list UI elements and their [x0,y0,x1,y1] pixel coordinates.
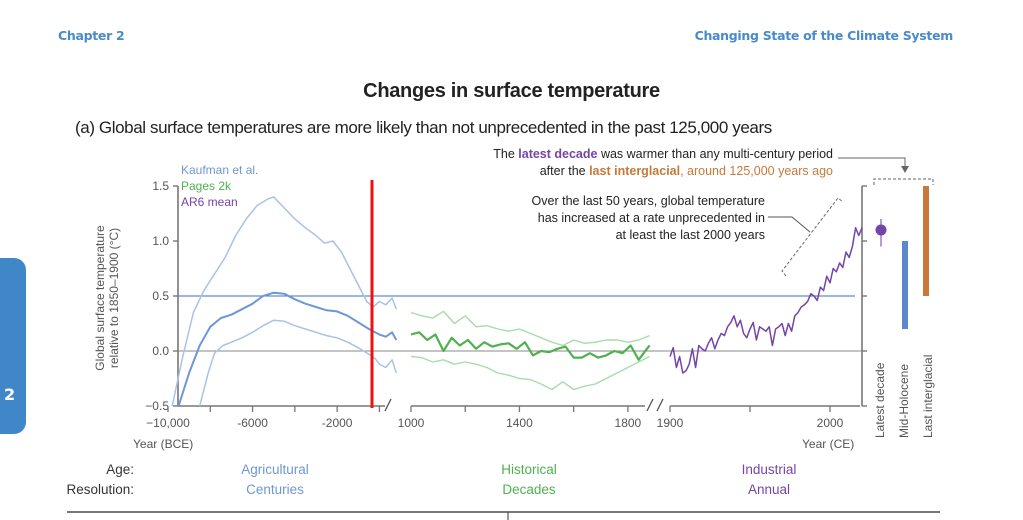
x-axis-label-ce: Year (CE) [802,437,854,451]
pages2k-median-line [410,331,651,361]
annotation-latest-decade-line1: The latest decade was warmer than any mu… [493,147,833,161]
legend-item: Kaufman et al. [181,163,258,177]
figure-title: Changes in surface temperature [363,80,660,102]
annotation-rate-line: Over the last 50 years, global temperatu… [532,194,766,208]
annotation-rate-line: at least the last 2000 years [616,228,765,242]
legend-item: AR6 mean [181,195,238,209]
axes-group: 1.5 1.0 0.5 0.0 −0.5 Global surface temperatu… [93,179,867,451]
rate-dashed-bracket [781,197,844,277]
x-tick-label: -6000 [237,416,268,430]
legend-item: Pages 2k [181,179,232,193]
mid-holocene-bar [902,241,908,329]
y-axis-label-line1: Global surface temperature [93,225,107,371]
annotation-span: last interglacial [589,164,680,178]
footer-resolution-value: Decades [502,482,556,497]
pages2k-upper-line [410,310,650,347]
last-interglacial-label: Last interglacial [921,355,935,438]
y-tick-label: 1.0 [152,234,169,248]
kaufman-upper-line [171,196,398,407]
pages2k-lower-line [410,355,650,391]
x-tick-label: 1400 [506,416,533,430]
summary-bracket [873,178,934,185]
footer-age-label: Age: [106,462,134,477]
y-tick-label: 0.0 [152,344,169,358]
annotation-span: after the [540,164,589,178]
last-interglacial-bar [923,186,929,296]
side-chapter-tab-number: 2 [4,385,16,404]
footer-age-value: Historical [501,462,557,477]
axis-break-mark [646,398,654,412]
annotation-span: The [493,147,518,161]
ar6-mean-line [669,227,863,374]
x-tick-label: 1000 [398,416,425,430]
footer-resolution-label: Resolution: [66,482,134,497]
y-tick-label: 1.5 [152,179,169,193]
footer-resolution-value: Centuries [246,482,304,497]
annotation-span: was warmer than any multi-century period [597,147,833,161]
latest-decade-point [875,224,887,236]
x-axis-label-bce: Year (BCE) [133,437,193,451]
figure-subtitle: (a) Global surface temperatures are more… [75,118,772,137]
footer-age-value: Agricultural [241,462,309,477]
kaufman-lower-line [198,319,398,407]
annotation-arrow-latest-decade [838,157,906,170]
series-group [171,180,863,408]
annotation-latest-decade-line2: after the last interglacial, around 125,… [540,164,833,178]
y-tick-label: 0.5 [152,289,169,303]
footer-resolution-value: Annual [748,482,790,497]
annotation-span: latest decade [518,147,597,161]
x-tick-label: −10,000 [146,416,190,430]
annotation-rate-line: has increased at a rate unprecedented in [538,211,765,225]
mid-holocene-label: Mid-Holocene [897,364,911,438]
side-chapter-tab [0,258,26,434]
x-tick-label: 2000 [817,416,844,430]
axis-break-mark [656,398,664,412]
x-tick-label: 1800 [615,416,642,430]
y-axis-label-line2: relative to 1850–1900 (°C) [107,228,121,368]
x-tick-label: -2000 [322,416,353,430]
summary-bars-group: Latest decade Mid-Holocene Last interglaci… [873,178,935,438]
kaufman-median-line [177,291,398,407]
annotation-arrow-rate [768,216,811,233]
arrowhead-icon [901,166,909,173]
section-title: Changing State of the Climate System [694,28,954,43]
text-group: Kaufman et al. Pages 2k AR6 mean The latest… [66,147,940,520]
x-tick-label: 1900 [657,416,684,430]
latest-decade-label: Latest decade [873,362,887,438]
annotation-span: , around 125,000 years ago [680,164,833,178]
chapter-label: Chapter 2 [58,28,125,43]
reference-lines [178,295,862,352]
axis-break-mark [384,398,392,412]
footer-age-value: Industrial [742,462,797,477]
y-tick-label: −0.5 [145,399,169,413]
